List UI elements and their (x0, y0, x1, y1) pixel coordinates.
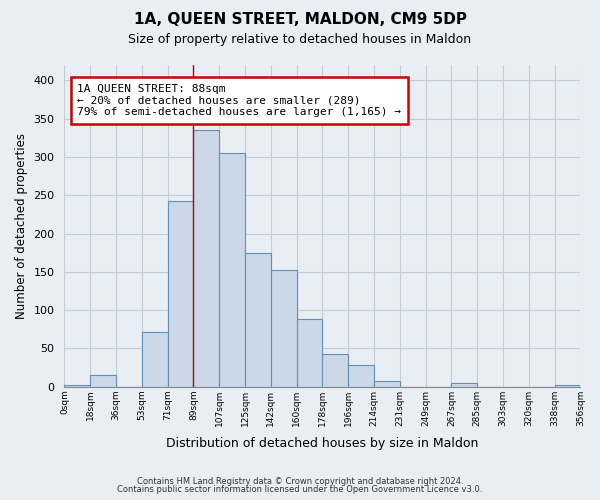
Bar (64, 385, 90, 386)
Text: Contains HM Land Registry data © Crown copyright and database right 2024.: Contains HM Land Registry data © Crown c… (137, 477, 463, 486)
Text: Size of property relative to detached houses in Maldon: Size of property relative to detached ho… (128, 32, 472, 46)
Bar (451, 383, 477, 386)
Bar (374, 382, 400, 386)
X-axis label: Distribution of detached houses by size in Maldon: Distribution of detached houses by size … (166, 437, 479, 450)
Bar (322, 354, 348, 386)
Bar (348, 366, 374, 386)
Bar (167, 200, 193, 386)
Bar (245, 252, 271, 386)
Bar (296, 320, 322, 386)
Bar (193, 130, 219, 386)
Bar (554, 385, 580, 386)
Text: 1A QUEEN STREET: 88sqm
← 20% of detached houses are smaller (289)
79% of semi-de: 1A QUEEN STREET: 88sqm ← 20% of detached… (77, 84, 401, 117)
Bar (271, 270, 296, 386)
Text: 1A, QUEEN STREET, MALDON, CM9 5DP: 1A, QUEEN STREET, MALDON, CM9 5DP (133, 12, 467, 28)
Text: Contains public sector information licensed under the Open Government Licence v3: Contains public sector information licen… (118, 485, 482, 494)
Bar (219, 153, 245, 386)
Y-axis label: Number of detached properties: Number of detached properties (15, 133, 28, 319)
Bar (142, 332, 167, 386)
Bar (90, 375, 116, 386)
